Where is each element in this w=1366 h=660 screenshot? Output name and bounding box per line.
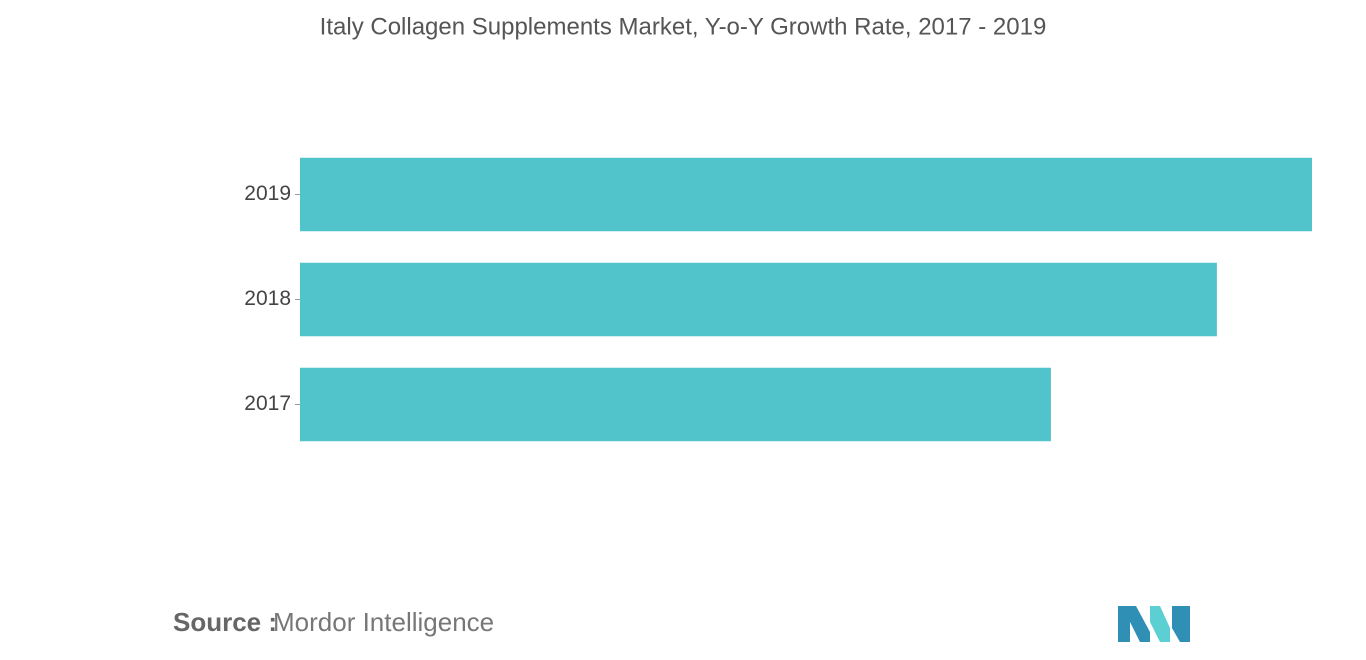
chart-title: Italy Collagen Supplements Market, Y-o-Y…	[320, 13, 1047, 40]
source: Mordor Intelligence	[273, 607, 494, 637]
bar	[300, 157, 1312, 232]
y-tick-label: 2017	[244, 392, 291, 415]
bar	[300, 262, 1217, 337]
y-tick-label: 2018	[244, 287, 291, 310]
logo	[1118, 606, 1190, 642]
y-tick-label: 2019	[244, 182, 291, 205]
bar	[300, 367, 1051, 442]
source-label: Source :	[173, 607, 277, 637]
